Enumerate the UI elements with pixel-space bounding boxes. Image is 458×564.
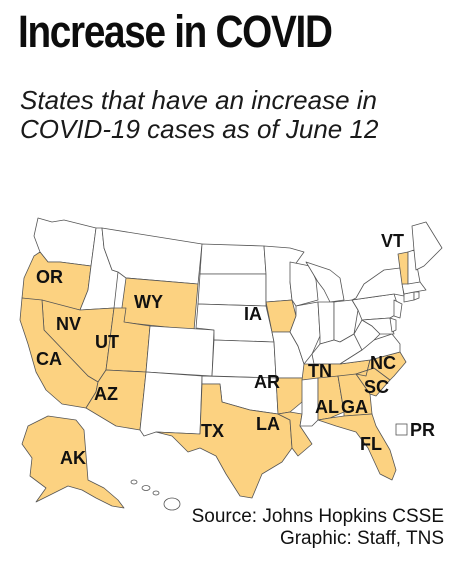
- state-tx: [155, 383, 293, 499]
- legend-pr-label: PR: [410, 420, 435, 440]
- label-la: LA: [256, 414, 280, 434]
- label-az: AZ: [94, 384, 118, 404]
- graphic-credit: Graphic: Staff, TNS: [279, 528, 444, 549]
- state-mi: [305, 261, 345, 303]
- label-ak: AK: [60, 448, 86, 468]
- label-ca: CA: [36, 349, 62, 369]
- state-la: [277, 411, 313, 457]
- legend-pr-swatch: [395, 423, 408, 436]
- map-title: Increase in COVID: [18, 6, 333, 57]
- label-fl: FL: [360, 434, 382, 454]
- state-nh: [407, 249, 421, 285]
- state-co: [145, 325, 215, 377]
- state-sd: [197, 273, 267, 307]
- state-nj: [393, 299, 403, 319]
- state-ar: [275, 377, 305, 415]
- state-ak: [21, 415, 125, 509]
- label-or: OR: [36, 267, 63, 287]
- state-in: [317, 301, 335, 345]
- map-subtitle: States that have an increase in COVID-19…: [20, 85, 379, 144]
- legend-pr: PR: [395, 420, 435, 440]
- state-me: [411, 221, 443, 271]
- label-nv: NV: [56, 314, 81, 334]
- label-ga: GA: [341, 397, 368, 417]
- label-nc: NC: [370, 353, 396, 373]
- credits: Source: Johns Hopkins CSSE Graphic: Staf…: [192, 506, 444, 550]
- label-ar: AR: [254, 372, 280, 392]
- state-hi: [130, 479, 181, 511]
- state-fl: [317, 413, 397, 481]
- source-credit: Source: Johns Hopkins CSSE: [191, 506, 444, 527]
- state-ri: [413, 291, 420, 301]
- label-ut: UT: [95, 332, 119, 352]
- state-md: [361, 317, 395, 335]
- label-al: AL: [315, 397, 339, 417]
- label-vt: VT: [381, 231, 404, 251]
- state-nm: [139, 371, 203, 437]
- state-de: [389, 317, 397, 333]
- label-tx: TX: [201, 421, 224, 441]
- state-ny: [351, 267, 405, 301]
- label-wy: WY: [134, 292, 163, 312]
- label-ia: IA: [244, 304, 262, 324]
- label-tn: TN: [308, 361, 332, 381]
- state-nd: [199, 243, 267, 275]
- state-al: [317, 375, 345, 421]
- label-sc: SC: [364, 377, 389, 397]
